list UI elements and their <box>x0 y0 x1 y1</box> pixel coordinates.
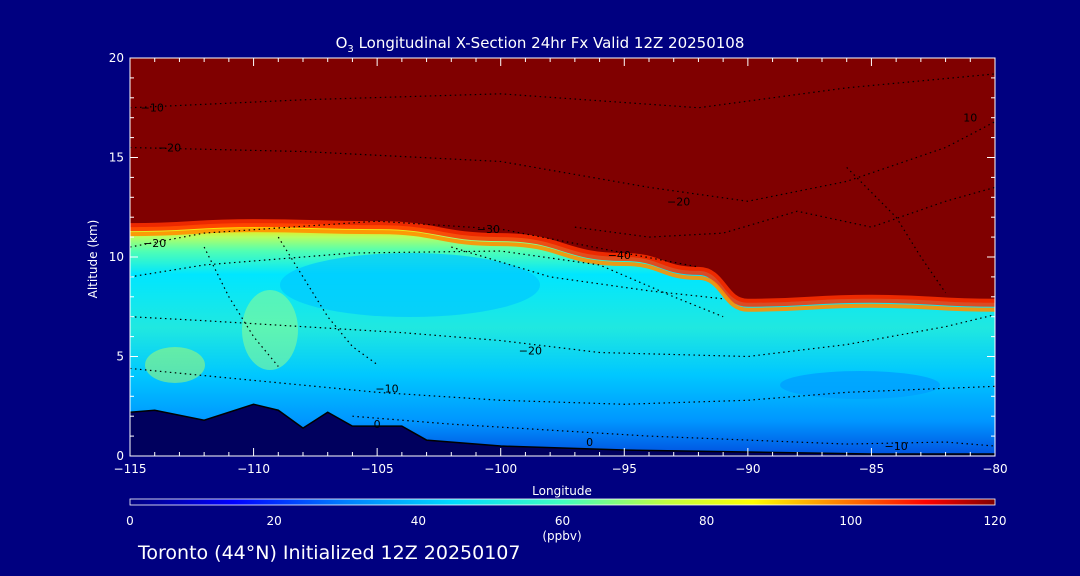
tropopause-edge-inner <box>130 228 995 312</box>
colorbar-tick-label-1: 20 <box>267 514 282 528</box>
y-tick-label-1: 5 <box>116 350 124 364</box>
contour-line-10 <box>451 246 724 300</box>
x-axis-label: Longitude <box>532 484 592 498</box>
contour-line-8 <box>352 415 995 447</box>
low-ozone-core-west <box>280 253 540 317</box>
plot-field: −10 −20 −20 −30 −40 −20 −20 −10 0 0 −10 10 <box>130 58 995 456</box>
high-ozone-pocket <box>242 290 298 370</box>
chart-title: O3 Longitudinal X-Section 24hr Fx Valid … <box>0 34 1080 55</box>
title-text: Longitudinal X-Section 24hr Fx Valid 12Z… <box>353 34 745 52</box>
contour-label-7: −10 <box>375 382 398 395</box>
contour-line-4 <box>277 236 378 365</box>
x-tick-label-7: −80 <box>982 462 1007 476</box>
colorbar-tick-label-2: 40 <box>411 514 426 528</box>
contour-label-10: −10 <box>885 440 908 453</box>
footer-caption: Toronto (44°N) Initialized 12Z 20250107 <box>138 542 521 564</box>
terrain-outline <box>130 403 995 455</box>
y-tick-label-4: 20 <box>109 51 124 65</box>
colorbar-unit: (ppbv) <box>542 529 581 543</box>
x-tick-label-1: −110 <box>237 462 270 476</box>
contour-label-8: 0 <box>374 418 381 431</box>
colorbar-ticks: 0 20 40 60 80 100 120 <box>126 514 1006 528</box>
y-axis-label: Altitude (km) <box>86 220 100 299</box>
x-tick-label-2: −105 <box>361 462 394 476</box>
contour-line-2 <box>130 220 699 268</box>
x-tick-label-3: −100 <box>484 462 517 476</box>
contour-label-3: −30 <box>477 223 500 236</box>
title-species: O <box>335 34 348 52</box>
contour-label-4: −40 <box>608 249 631 262</box>
difference-contours <box>130 73 995 447</box>
contour-label-5: −20 <box>667 195 690 208</box>
y-tick-label-2: 10 <box>109 250 124 264</box>
low-ozone-core-east <box>780 371 940 399</box>
tropopause-edge <box>130 219 995 307</box>
y-tick-label-3: 15 <box>109 151 124 165</box>
x-axis-ticks: −115 −110 −105 −100 −95 −90 −85 −80 <box>114 58 1008 476</box>
contour-label-1: −20 <box>158 142 181 155</box>
contour-line-1 <box>130 121 995 202</box>
contour-label-0: −10 <box>141 102 164 115</box>
colorbar-tick-label-5: 100 <box>839 514 862 528</box>
x-tick-label-4: −95 <box>612 462 637 476</box>
x-tick-label-6: −85 <box>859 462 884 476</box>
colorbar-tick-label-6: 120 <box>984 514 1007 528</box>
contour-line-3 <box>130 250 724 318</box>
contour-label-9: 0 <box>586 436 593 449</box>
contour-labels: −10 −20 −20 −30 −40 −20 −20 −10 0 0 −10 10 <box>141 102 978 453</box>
contour-label-2: −20 <box>143 237 166 250</box>
contour-label-11: 10 <box>963 112 977 125</box>
contour-line-11 <box>574 186 995 238</box>
high-ozone-pocket-west <box>145 347 205 383</box>
terrain <box>130 404 995 456</box>
x-tick-label-0: −115 <box>114 462 147 476</box>
y-tick-label-0: 0 <box>116 449 124 463</box>
contour-label-6: −20 <box>519 345 542 358</box>
colorbar-tick-label-0: 0 <box>126 514 134 528</box>
colorbar-tick-label-3: 60 <box>555 514 570 528</box>
contour-line-0 <box>130 73 995 109</box>
colorbar <box>129 498 996 506</box>
contour-line-6 <box>130 314 995 358</box>
x-tick-label-5: −90 <box>735 462 760 476</box>
title-subscript: 3 <box>347 44 354 55</box>
contour-line-9 <box>846 167 947 294</box>
colorbar-tick-label-4: 80 <box>699 514 714 528</box>
y-axis-ticks: 0 5 10 15 20 <box>109 51 995 463</box>
